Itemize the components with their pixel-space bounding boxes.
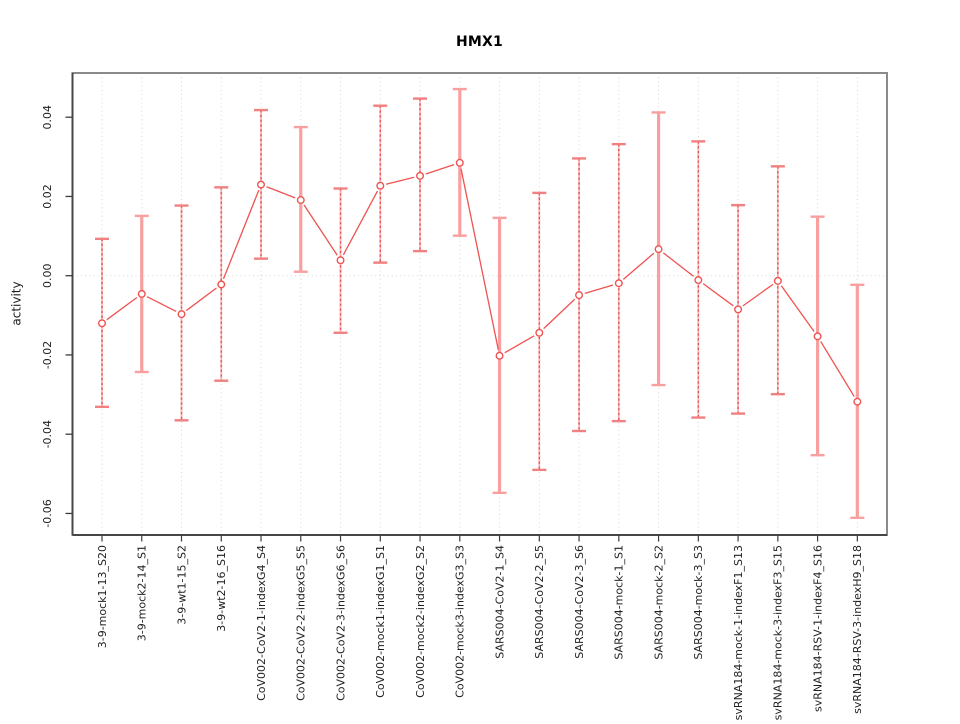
x-tick-label: svRNA184-mock-3-indexF3_S15 bbox=[772, 545, 785, 720]
data-point-marker bbox=[614, 279, 623, 288]
x-tick-label: svRNA184-mock-1-indexF1_S13 bbox=[732, 545, 745, 720]
series-segment bbox=[622, 252, 655, 280]
data-point-marker bbox=[495, 351, 504, 360]
data-point-marker bbox=[217, 280, 226, 289]
series-segment bbox=[584, 284, 614, 295]
data-point-marker bbox=[853, 397, 862, 406]
x-tick-label: CoV002-CoV2-2-indexG5_S5 bbox=[295, 545, 308, 701]
y-tick-label: -0.06 bbox=[41, 499, 54, 527]
data-point-marker bbox=[535, 328, 544, 337]
y-axis-title: activity bbox=[9, 281, 24, 326]
x-tick-label: CoV002-CoV2-1-indexG4_S4 bbox=[255, 545, 268, 701]
data-point-marker bbox=[654, 245, 663, 254]
x-tick-label: CoV002-mock1-indexG1_S1 bbox=[374, 545, 387, 698]
series-segment bbox=[303, 204, 338, 256]
data-point-marker bbox=[813, 332, 822, 341]
series-segment bbox=[780, 285, 815, 332]
y-tick-label: -0.04 bbox=[41, 420, 54, 448]
y-tick-label: 0.04 bbox=[41, 105, 54, 130]
data-point-marker bbox=[455, 158, 464, 167]
x-tick-label: SARS004-CoV2-1_S4 bbox=[493, 545, 506, 659]
x-tick-label: 3-9-mock1-13_S20 bbox=[96, 545, 109, 648]
data-point-marker bbox=[416, 171, 425, 180]
x-tick-label: 3-9-wt2-16_S16 bbox=[215, 545, 228, 632]
x-tick-label: SARS004-CoV2-2_S5 bbox=[533, 545, 546, 659]
x-tick-label: SARS004-mock-2_S2 bbox=[652, 545, 665, 660]
series-segment bbox=[425, 164, 455, 175]
series-segment bbox=[820, 341, 855, 397]
x-tick-label: svRNA184-RSV-3-indexH9_S18 bbox=[851, 545, 864, 714]
series-segment bbox=[185, 287, 217, 312]
data-point-marker bbox=[97, 319, 106, 328]
series-segment bbox=[742, 283, 774, 307]
y-tick-label: 0.02 bbox=[41, 184, 54, 209]
series-segment bbox=[146, 296, 177, 312]
data-points bbox=[97, 158, 862, 406]
x-tick-label: CoV002-mock2-indexG2_S2 bbox=[414, 545, 427, 698]
axes: -0.06 -0.04 -0.02 0.00 0.02 0.04 3-9-mock1-13_… bbox=[41, 105, 864, 720]
data-point-marker bbox=[773, 276, 782, 285]
series-line bbox=[106, 164, 855, 397]
data-point-marker bbox=[376, 181, 385, 190]
x-tick-label: CoV002-mock3-indexG3_S3 bbox=[454, 545, 467, 698]
x-tick-label: SARS004-mock-3_S3 bbox=[692, 545, 705, 660]
y-tick-label: -0.02 bbox=[41, 341, 54, 369]
data-point-marker bbox=[575, 291, 584, 300]
series-segment bbox=[385, 176, 415, 185]
data-point-marker bbox=[336, 256, 345, 265]
x-tick-label: CoV002-CoV2-3-indexG6_S6 bbox=[334, 545, 347, 701]
data-point-marker bbox=[734, 305, 743, 314]
data-point-marker bbox=[137, 289, 146, 298]
x-tick-label: 3-9-mock2-14_S1 bbox=[136, 545, 149, 641]
series-segment bbox=[662, 252, 694, 277]
x-tick-label: SARS004-mock-1_S1 bbox=[613, 545, 626, 660]
x-tick-label: 3-9-wt1-15_S2 bbox=[175, 545, 188, 625]
series-segment bbox=[702, 283, 734, 307]
data-point-marker bbox=[177, 310, 186, 319]
data-point-marker bbox=[694, 276, 703, 285]
data-point-marker bbox=[257, 180, 266, 189]
series-segment bbox=[106, 296, 138, 321]
error-bars bbox=[95, 87, 865, 520]
series-segment bbox=[222, 189, 260, 280]
series-segment bbox=[266, 186, 296, 199]
y-tick-label: 0.00 bbox=[41, 263, 54, 288]
data-point-marker bbox=[296, 196, 305, 205]
x-tick-label: svRNA184-RSV-1-indexF4_S16 bbox=[811, 545, 824, 712]
series-segment bbox=[342, 190, 379, 256]
series-segment bbox=[460, 168, 499, 350]
series-segment bbox=[504, 335, 535, 354]
series-segment bbox=[543, 298, 576, 330]
x-tick-label: SARS004-CoV2-3_S6 bbox=[573, 545, 586, 659]
chart-title: HMX1 bbox=[456, 34, 503, 50]
plot-frame bbox=[71, 72, 888, 536]
